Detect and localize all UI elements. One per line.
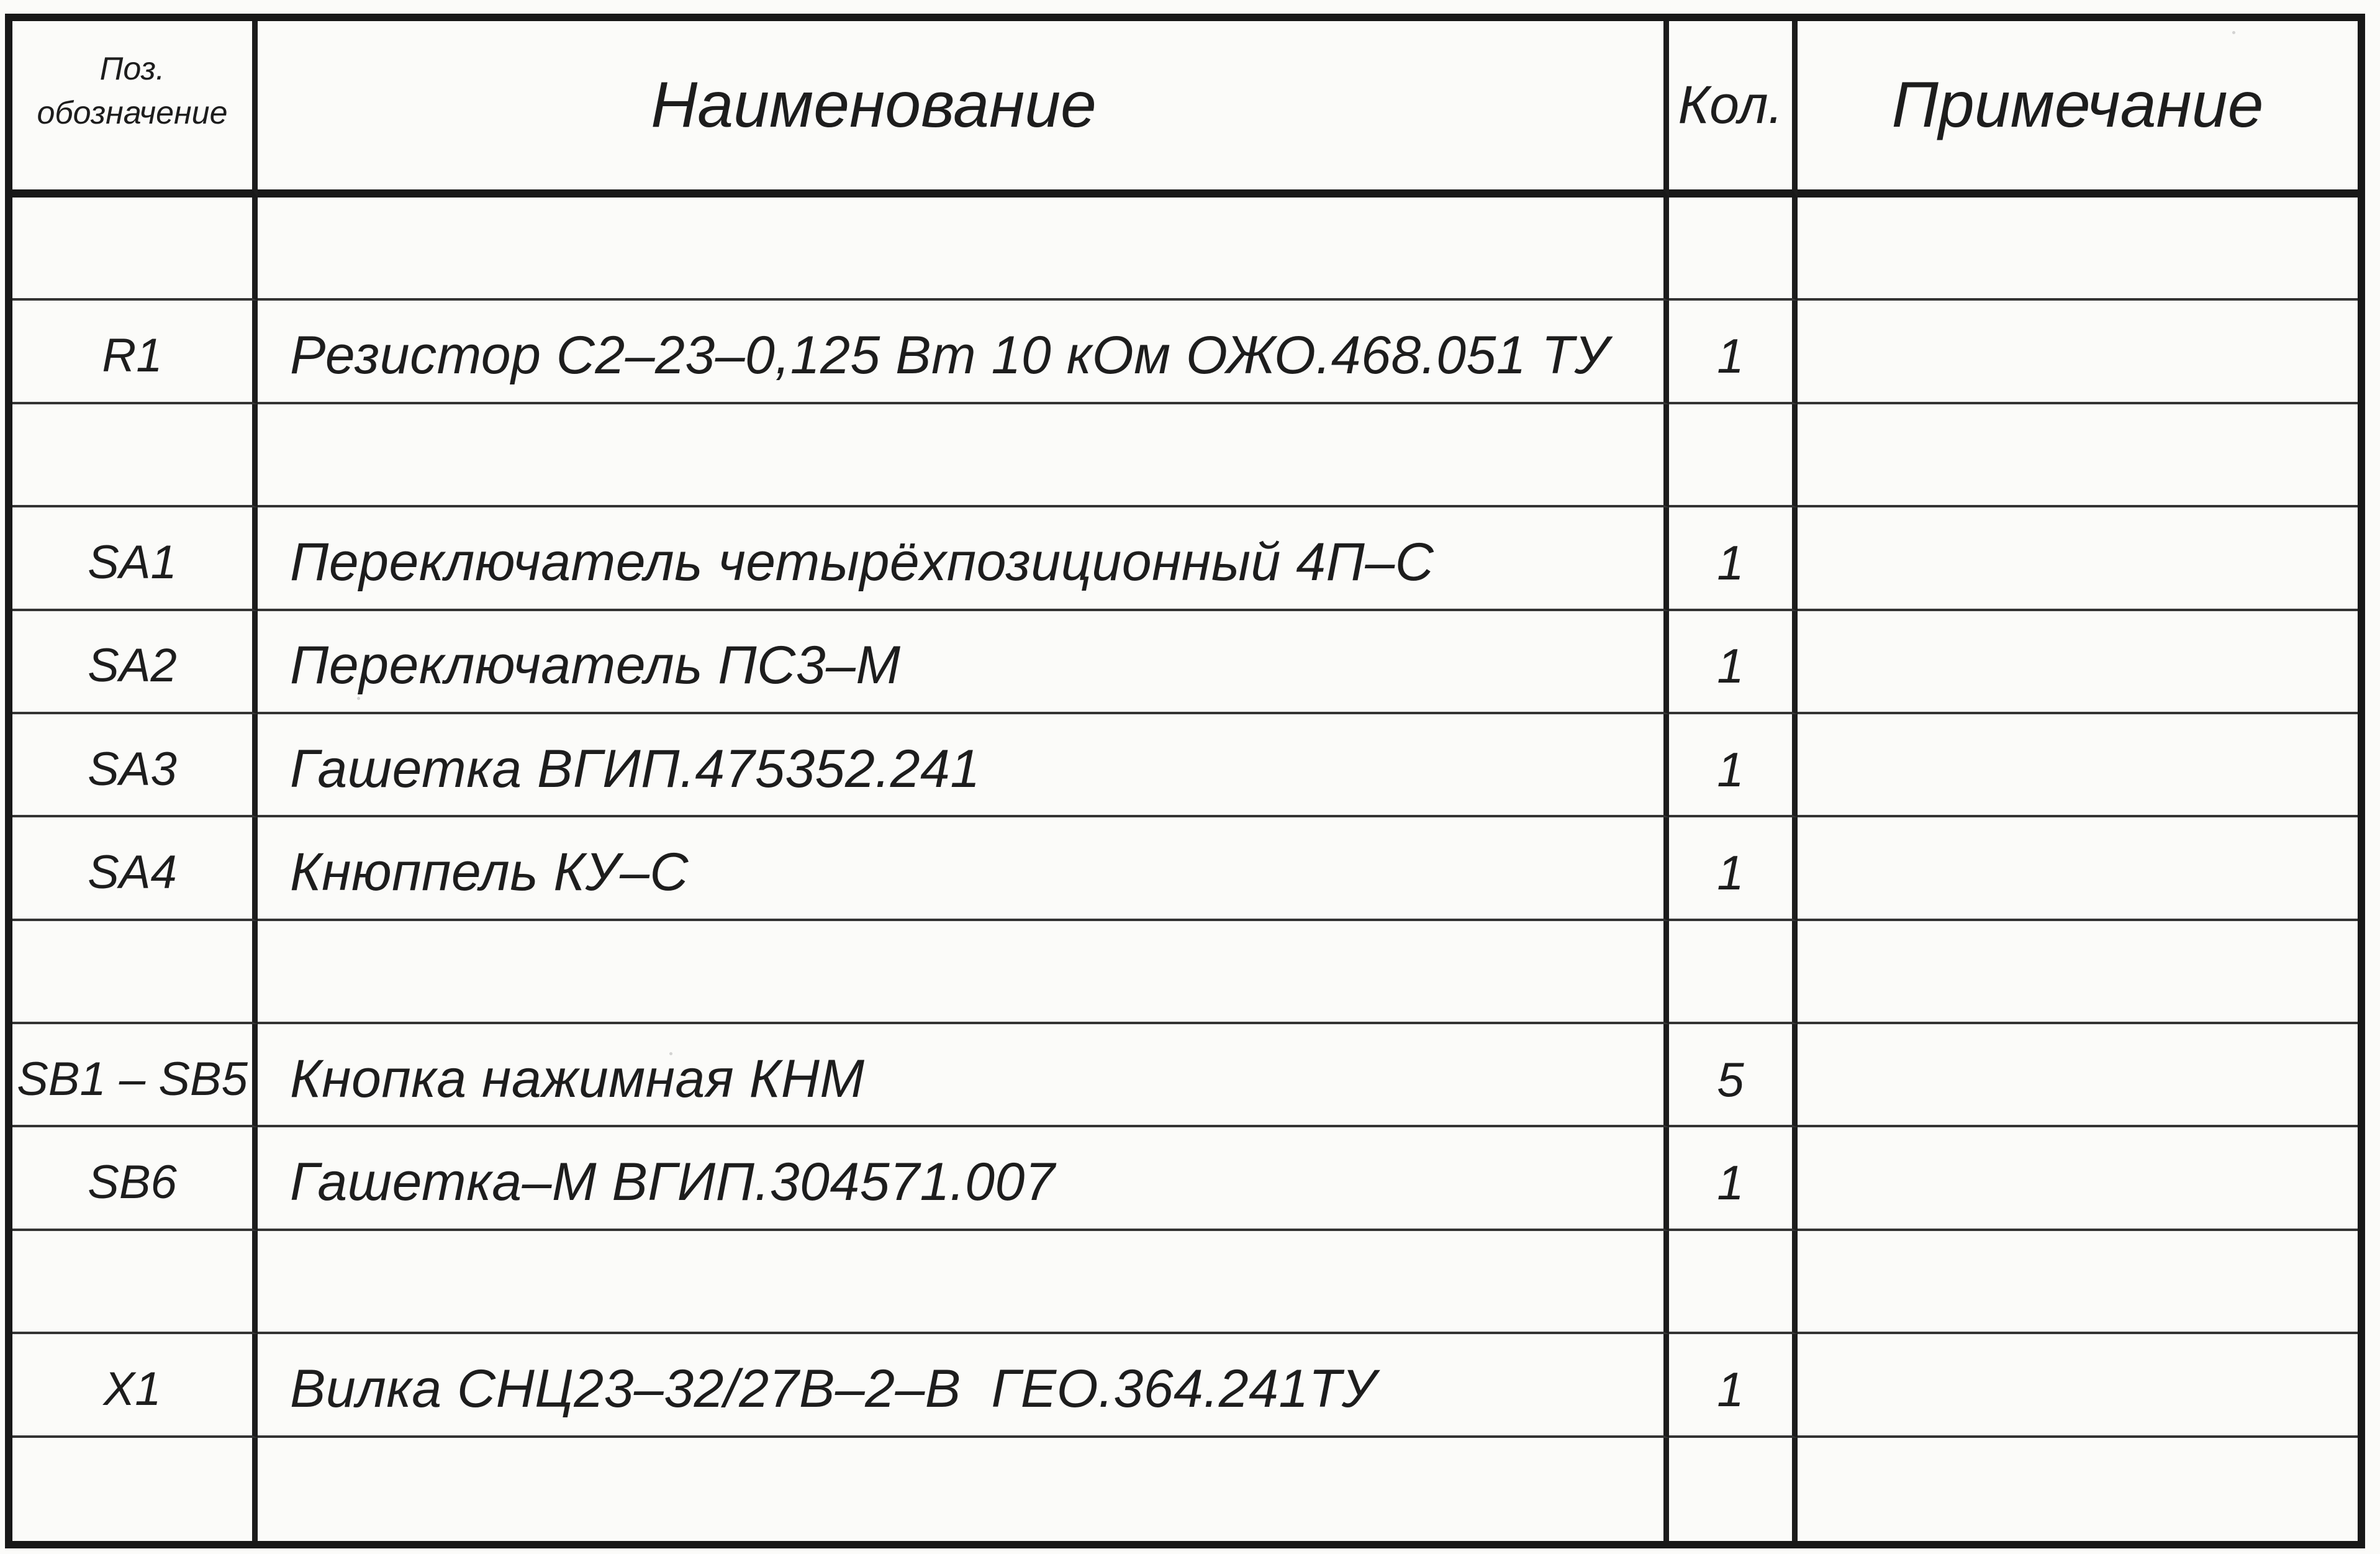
scan-speck <box>2232 31 2235 34</box>
row-9-pos-cell: SB6 <box>12 1127 258 1231</box>
row-4-note-cell <box>1798 611 2358 714</box>
row-10-pos-cell <box>12 1230 258 1335</box>
row-0-note-cell <box>1798 198 2358 301</box>
row-8-note-cell <box>1798 1024 2358 1128</box>
elements-table: Поз. обозначение Наименование Кол. Приме… <box>5 14 2365 1548</box>
header-name-label: Наименование <box>651 69 1097 141</box>
row-6-name-cell: Кнюппель КУ–С <box>258 817 1669 921</box>
row-8-name-cell: Кнопка нажимная КНМ <box>258 1024 1669 1128</box>
row-7-pos-cell <box>12 920 258 1025</box>
row-1-note-cell <box>1798 301 2358 404</box>
row-1-name-cell: Резистор С2–23–0,125 Вт 10 кОм ОЖО.468.0… <box>258 301 1669 404</box>
row-5-note-cell <box>1798 714 2358 818</box>
row-2-name-cell <box>258 404 1669 508</box>
header-name: Наименование <box>258 21 1669 198</box>
row-4-pos-cell: SA2 <box>12 611 258 714</box>
row-12-qty-cell <box>1669 1437 1798 1541</box>
row-3-name-cell: Переключатель четырёхпозиционный 4П–С <box>258 507 1669 611</box>
row-2-qty-cell <box>1669 404 1798 508</box>
row-7-note-cell <box>1798 921 2358 1025</box>
row-12-note-cell <box>1798 1438 2358 1541</box>
row-10-name-cell <box>258 1230 1669 1335</box>
row-10-qty-cell <box>1669 1230 1798 1335</box>
row-9-qty-cell: 1 <box>1669 1127 1798 1231</box>
scan-speck <box>357 697 360 700</box>
row-6-qty-cell: 1 <box>1669 817 1798 921</box>
scan-speck <box>669 1052 672 1055</box>
row-12-pos-cell <box>12 1437 258 1541</box>
row-2-pos-cell <box>12 404 258 508</box>
row-5-name-cell: Гашетка ВГИП.475352.241 <box>258 714 1669 818</box>
row-7-qty-cell <box>1669 920 1798 1025</box>
row-1-pos-cell: R1 <box>12 301 258 404</box>
row-1-qty-cell: 1 <box>1669 301 1798 404</box>
header-note: Примечание <box>1798 21 2358 198</box>
row-3-qty-cell: 1 <box>1669 507 1798 611</box>
row-6-pos-cell: SA4 <box>12 817 258 921</box>
row-0-name-cell <box>258 198 1669 301</box>
row-11-note-cell <box>1798 1334 2358 1438</box>
row-0-pos-cell <box>12 198 258 301</box>
row-2-note-cell <box>1798 404 2358 508</box>
row-12-name-cell <box>258 1437 1669 1541</box>
row-6-note-cell <box>1798 817 2358 921</box>
row-11-pos-cell: X1 <box>12 1334 258 1438</box>
row-4-qty-cell: 1 <box>1669 611 1798 714</box>
row-4-name-cell: Переключатель ПС3–М <box>258 611 1669 714</box>
row-5-pos-cell: SA3 <box>12 714 258 818</box>
row-9-name-cell: Гашетка–М ВГИП.304571.007 <box>258 1127 1669 1231</box>
row-11-qty-cell: 1 <box>1669 1334 1798 1438</box>
row-3-pos-cell: SA1 <box>12 507 258 611</box>
row-3-note-cell <box>1798 507 2358 611</box>
row-8-pos-cell: SB1 – SB5 <box>12 1024 258 1128</box>
row-11-name-cell: Вилка СНЦ23–32/27В–2–В ГЕО.364.241ТУ <box>258 1334 1669 1438</box>
row-5-qty-cell: 1 <box>1669 714 1798 818</box>
row-7-name-cell <box>258 920 1669 1025</box>
row-0-qty-cell <box>1669 198 1798 301</box>
header-pos-designation: Поз. обозначение <box>12 21 258 198</box>
row-8-qty-cell: 5 <box>1669 1024 1798 1128</box>
row-9-note-cell <box>1798 1127 2358 1231</box>
header-quantity: Кол. <box>1669 21 1798 198</box>
row-10-note-cell <box>1798 1231 2358 1335</box>
